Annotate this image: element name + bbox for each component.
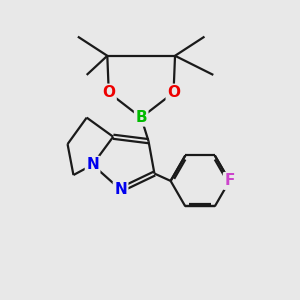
Text: B: B (135, 110, 147, 125)
Text: O: O (167, 85, 180, 100)
Text: N: N (86, 157, 99, 172)
Text: N: N (114, 182, 127, 197)
Text: F: F (224, 173, 235, 188)
Text: O: O (102, 85, 115, 100)
